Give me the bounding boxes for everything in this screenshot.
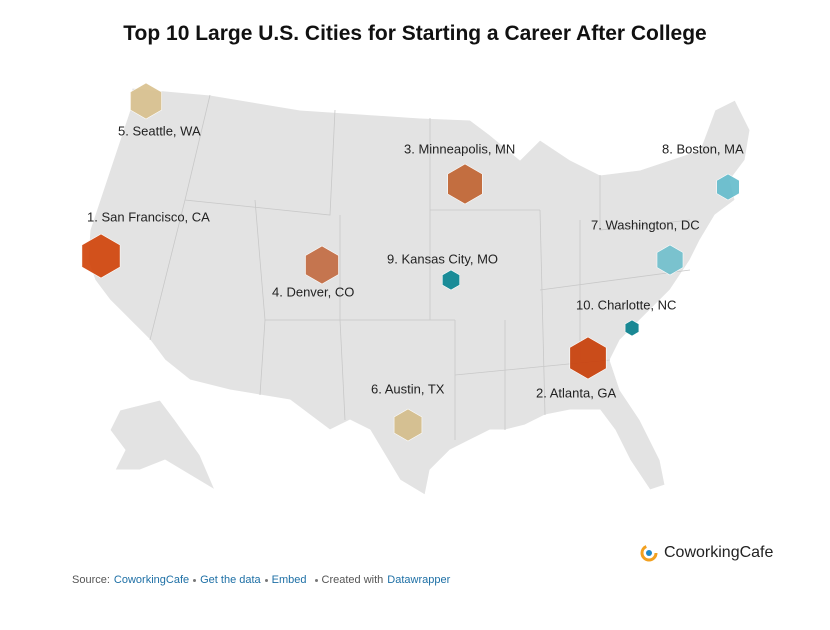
city-label: 9. Kansas City, MO	[387, 251, 498, 266]
title: Top 10 Large U.S. Cities for Starting a …	[123, 22, 707, 45]
city-label: 4. Denver, CO	[272, 284, 354, 299]
logo: CoworkingCafe	[640, 544, 773, 562]
data-link[interactable]: Get the data	[200, 574, 261, 586]
city-marker	[81, 233, 121, 279]
city-markers	[81, 82, 740, 442]
city-label: 6. Austin, TX	[371, 381, 445, 396]
source-label: Source:	[72, 574, 110, 586]
city-label: 7. Washington, DC	[591, 217, 700, 232]
city-marker	[569, 336, 607, 380]
city-label: 1. San Francisco, CA	[87, 209, 210, 224]
city-label: 8. Boston, MA	[662, 141, 744, 156]
city-marker	[624, 319, 640, 337]
city-marker	[130, 82, 162, 120]
city-marker	[656, 244, 684, 276]
city-marker	[447, 163, 483, 205]
separator	[314, 578, 318, 582]
city-marker	[393, 408, 423, 442]
tool-link[interactable]: Datawrapper	[387, 574, 451, 586]
city-label: 5. Seattle, WA	[118, 123, 201, 138]
logo-icon	[640, 544, 658, 562]
alaska	[109, 399, 217, 492]
embed-link[interactable]: Embed	[271, 574, 307, 586]
state-borders	[149, 94, 691, 440]
separator	[193, 578, 197, 582]
separator	[264, 578, 268, 582]
us-outline	[87, 87, 751, 496]
created-label: Created with	[321, 574, 384, 586]
city-label: 3. Minneapolis, MN	[404, 141, 515, 156]
city-marker	[441, 269, 461, 291]
source-link[interactable]: CoworkingCafe	[113, 574, 190, 586]
city-label: 2. Atlanta, GA	[536, 385, 617, 400]
logo-text: CoworkingCafe	[664, 544, 774, 561]
city-marker	[716, 173, 740, 201]
city-label: 10. Charlotte, NC	[576, 297, 676, 312]
city-marker	[305, 245, 339, 285]
footer: Source: CoworkingCafe Get the data Embed…	[72, 574, 450, 586]
map: 5. Seattle, WA 3. Minneapolis, MN 8. Bos…	[81, 82, 751, 496]
